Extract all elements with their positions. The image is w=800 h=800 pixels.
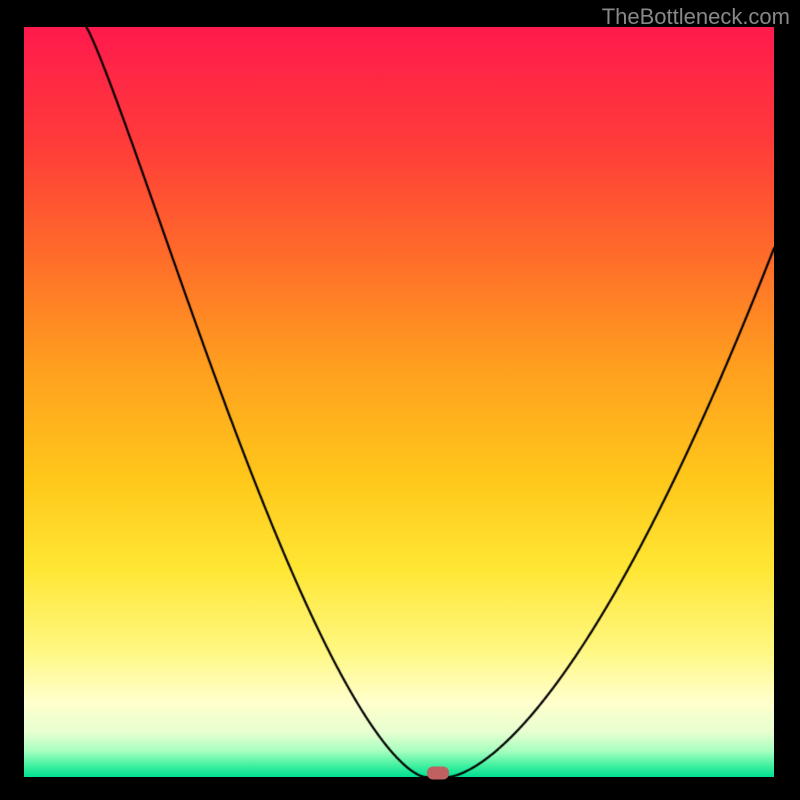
attribution-label: TheBottleneck.com (602, 4, 790, 30)
chart-container: TheBottleneck.com (0, 0, 800, 800)
optimum-marker (427, 766, 449, 779)
plot-gradient-area (24, 27, 774, 777)
bottleneck-curve (24, 27, 774, 777)
